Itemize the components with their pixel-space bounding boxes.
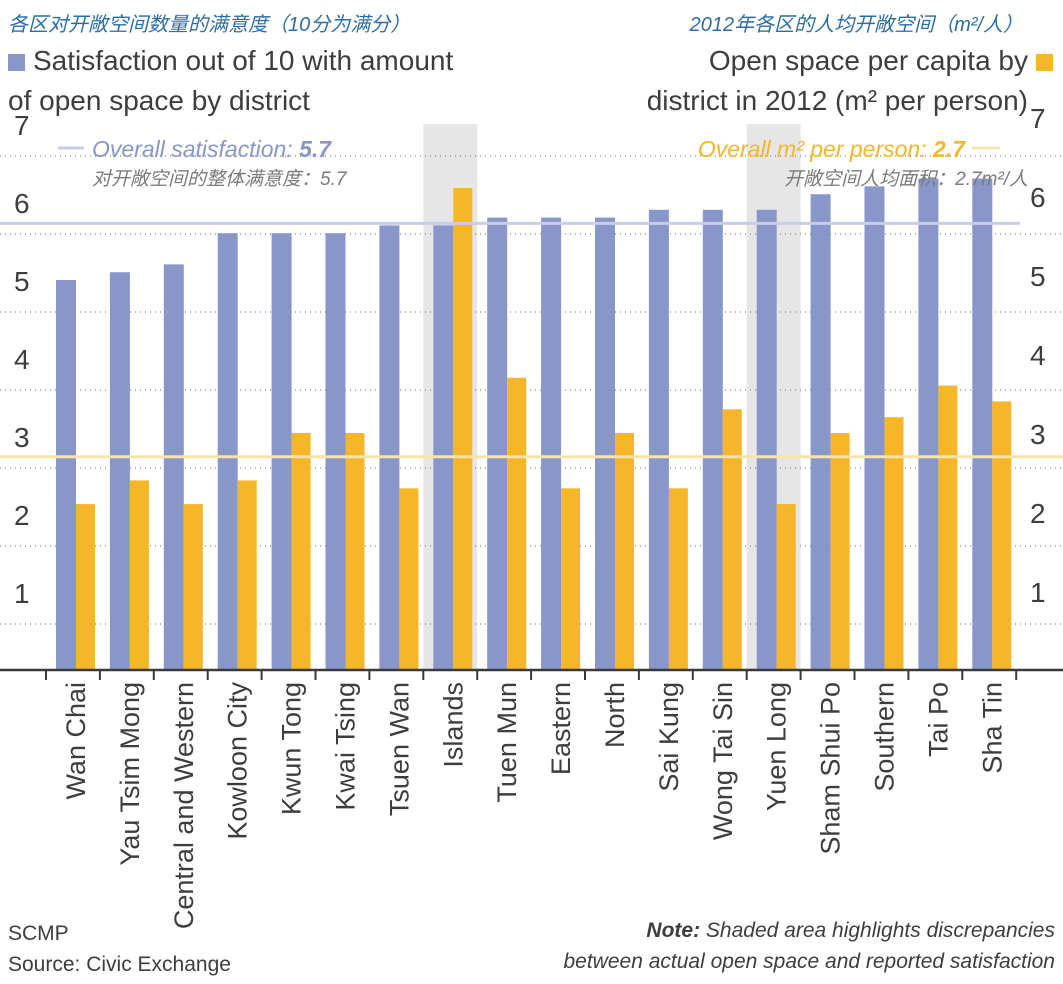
right-tick-label: 3 (1030, 419, 1046, 450)
open-space-bar (453, 188, 473, 670)
category-label: Sai Kung (654, 682, 684, 792)
satisfaction-bar (56, 280, 76, 670)
open-space-bar (183, 504, 203, 670)
overall-satisfaction-value: 5.7 (299, 136, 332, 162)
note-lead: Note: (646, 919, 701, 942)
satisfaction-bar (487, 217, 508, 670)
category-label: Islands (438, 682, 468, 768)
right-title-en-line1: Open space per capita by (708, 45, 1028, 76)
satisfaction-bar (109, 272, 130, 670)
left-tick-label: 6 (14, 188, 30, 219)
right-tick-label: 5 (1030, 261, 1046, 292)
right-tick-label: 1 (1030, 577, 1046, 608)
right-title-en: Open space per capita by district in 201… (647, 41, 1053, 121)
overall-open-space-label-cn: 开敞空间人均面积：2.7m²/人 (784, 168, 1028, 190)
open-space-bar (884, 417, 904, 670)
source-text: Source: Civic Exchange (8, 953, 231, 976)
category-label: Yau Tsim Mong (115, 682, 145, 866)
satisfaction-bar (864, 186, 885, 670)
open-space-bar (992, 401, 1012, 670)
right-tick-label: 6 (1030, 182, 1046, 213)
footer-note: Note: Shaded area highlights discrepanci… (563, 915, 1055, 977)
left-tick-label: 5 (14, 266, 30, 297)
open-space-bar (291, 433, 311, 670)
category-label: Tuen Mun (492, 682, 522, 803)
left-tick-label: 3 (14, 422, 30, 453)
category-label: Wan Chai (61, 682, 91, 800)
left-title-cn: 各区对开敞空间数量的满意度（10分为满分） (8, 14, 411, 36)
open-space-bar (237, 480, 257, 670)
open-space-bar (129, 480, 149, 670)
open-space-bar (507, 377, 527, 670)
satisfaction-bar (271, 233, 292, 670)
satisfaction-bar (810, 194, 831, 670)
satisfaction-bar (217, 233, 238, 670)
category-label: Kwun Tong (277, 682, 307, 815)
satisfaction-bar (541, 217, 562, 670)
category-label: Kowloon City (223, 682, 253, 840)
right-tick-label: 4 (1030, 340, 1046, 371)
open-space-bar (830, 433, 850, 670)
right-header: 2012年各区的人均开敞空间（m²/人） Open space per capi… (647, 8, 1053, 121)
category-label: North (600, 682, 630, 748)
category-label: Eastern (546, 682, 576, 775)
overall-satisfaction-label-cn: 对开敞空间的整体满意度：5.7 (92, 168, 348, 190)
left-tick-label: 7 (14, 110, 30, 141)
left-tick-label: 1 (14, 578, 30, 609)
open-space-bar (399, 488, 419, 670)
category-label: Kwai Tsing (331, 682, 361, 811)
category-label: Central and Western (169, 682, 199, 929)
right-title-en-line2: district in 2012 (m² per person) (646, 85, 1028, 116)
overall-open-space-prefix: Overall m² per person: (698, 136, 933, 162)
right-tick-label: 7 (1030, 103, 1046, 134)
credit-text: SCMP (8, 922, 69, 945)
overall-open-space-label: Overall m² per person: 2.7 (698, 136, 966, 162)
open-space-bar (938, 385, 958, 670)
category-label: Tai Po (923, 682, 953, 757)
satisfaction-bar (702, 209, 723, 671)
open-space-bar (722, 409, 742, 670)
right-title-cn: 2012年各区的人均开敞空间（m²/人） (689, 14, 1023, 36)
category-label: Sham Shui Po (816, 682, 846, 855)
category-label: Southern (870, 682, 900, 792)
note-line2: between actual open space and reported s… (563, 950, 1055, 973)
category-label: Wong Tai Sin (708, 682, 738, 840)
left-title-en-line1: Satisfaction out of 10 with amount (33, 45, 454, 76)
open-space-bar (561, 488, 581, 670)
left-title-en: Satisfaction out of 10 with amount of op… (8, 41, 453, 121)
satisfaction-bar (325, 233, 346, 670)
category-label: Tsuen Wan (384, 682, 414, 816)
satisfaction-legend-swatch (8, 54, 25, 72)
satisfaction-bar (756, 209, 777, 671)
overall-satisfaction-label: Overall satisfaction: 5.7 (92, 136, 332, 162)
open-space-bar (345, 433, 365, 670)
left-tick-label: 4 (14, 344, 30, 375)
satisfaction-bar (163, 264, 184, 670)
open-space-bar (76, 504, 95, 670)
open-space-legend-swatch (1036, 54, 1053, 72)
left-title-en-line2: of open space by district (8, 85, 310, 116)
overall-satisfaction-prefix: Overall satisfaction: (92, 136, 299, 162)
satisfaction-bar (648, 209, 669, 671)
open-space-bar (615, 433, 634, 670)
satisfaction-bar (918, 178, 939, 670)
note-line1: Shaded area highlights discrepancies (705, 919, 1055, 942)
open-space-bar (668, 488, 688, 670)
right-tick-label: 2 (1030, 498, 1046, 529)
left-tick-label: 2 (14, 500, 30, 531)
open-space-bar (776, 504, 796, 670)
satisfaction-bar (379, 225, 400, 670)
left-header: 各区对开敞空间数量的满意度（10分为满分） Satisfaction out o… (8, 8, 453, 121)
footer-credits: SCMP Source: Civic Exchange (8, 918, 231, 980)
satisfaction-bar (433, 225, 454, 670)
overall-open-space-value: 2.7 (932, 136, 966, 162)
category-label: Yuen Long (762, 682, 792, 811)
category-label: Sha Tin (977, 682, 1007, 774)
satisfaction-bar (972, 178, 993, 670)
satisfaction-bar (595, 217, 615, 670)
